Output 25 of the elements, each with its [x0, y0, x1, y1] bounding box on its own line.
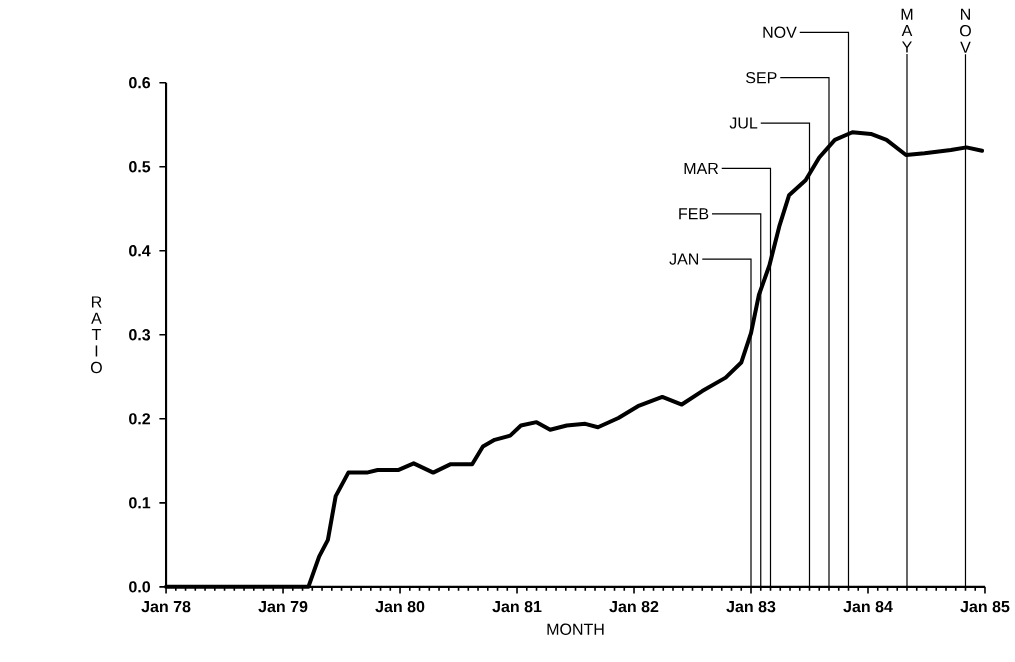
ref-line-label: SEP — [746, 72, 777, 84]
x-tick-label: Jan 82 — [609, 601, 659, 613]
ref-line-label: MAR — [684, 163, 719, 175]
x-tick-label: Jan 80 — [375, 601, 425, 613]
y-tick-label: 0.1 — [129, 497, 151, 509]
y-tick-label: 0.2 — [129, 413, 151, 425]
x-axis-title: MONTH — [547, 623, 604, 636]
y-tick-label: 0.0 — [129, 581, 151, 593]
y-tick-label: 0.4 — [129, 245, 151, 257]
ref-line-label: JUL — [729, 117, 758, 129]
ref-line-label: MAY — [901, 8, 913, 53]
ref-line-label: NOV — [763, 26, 797, 39]
x-tick-label: Jan 84 — [843, 601, 893, 613]
ref-line-label: FEB — [679, 208, 709, 220]
x-tick-label: Jan 78 — [141, 601, 191, 613]
y-tick-label: 0.5 — [129, 161, 151, 173]
x-tick-label: Jan 83 — [726, 601, 776, 613]
y-tick-label: 0.3 — [129, 329, 151, 341]
ref-line-label: NOV — [960, 8, 971, 53]
x-tick-label: Jan 85 — [960, 601, 1010, 613]
y-axis-title: RATIO — [90, 296, 102, 374]
y-tick-label: 0.6 — [129, 77, 151, 89]
x-tick-label: Jan 81 — [492, 601, 542, 613]
ref-line-label: JAN — [669, 253, 699, 265]
x-tick-label: Jan 79 — [258, 601, 308, 613]
